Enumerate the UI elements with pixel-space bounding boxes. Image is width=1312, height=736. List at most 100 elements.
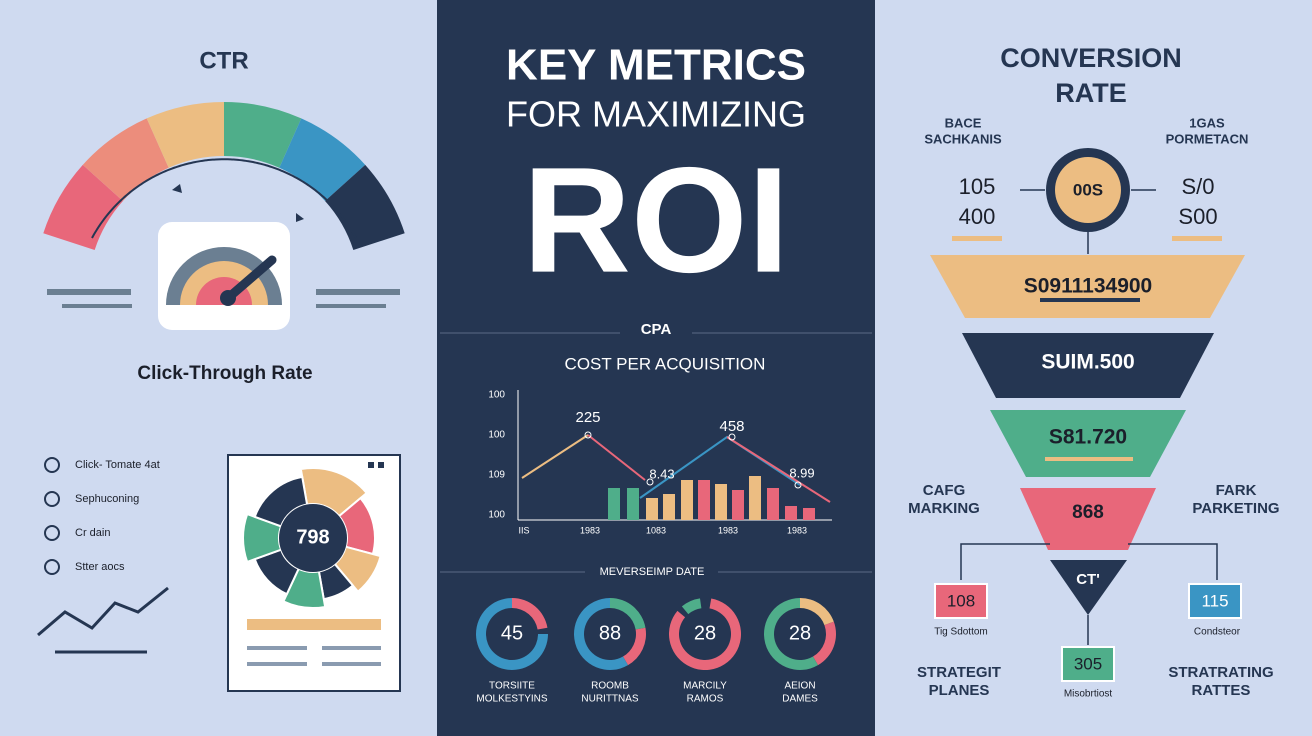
- bar: [322, 646, 381, 650]
- side-label: CAFG: [923, 482, 966, 499]
- gauge-segment: [146, 102, 224, 168]
- bar: [316, 289, 400, 295]
- donut-value: 45: [501, 622, 523, 644]
- bar: [247, 619, 381, 630]
- bottom-label: STRATRATING: [1168, 664, 1273, 681]
- caption: 1GAS: [1189, 115, 1225, 130]
- bar: [322, 662, 381, 666]
- bar: [681, 480, 693, 520]
- bar: [663, 494, 675, 520]
- arrow: [172, 184, 182, 193]
- donut-segment: [512, 598, 548, 630]
- donut-segment: [253, 475, 309, 528]
- list-icon: [44, 457, 60, 473]
- ctr-title: CTR: [199, 47, 248, 74]
- box-caption: Tig Sdottom: [934, 627, 988, 638]
- x-label: 1983: [718, 525, 738, 535]
- donut-label: NURITTNAS: [581, 694, 639, 705]
- bar: [247, 646, 307, 650]
- needle: [223, 255, 277, 303]
- side-label: FARK: [1216, 482, 1257, 499]
- donut-label: AEION: [784, 681, 815, 692]
- box-caption: Misobrtiost: [1064, 689, 1113, 700]
- box: [1061, 646, 1115, 682]
- y-label: 100: [488, 430, 505, 441]
- gauge-segment: [279, 118, 366, 201]
- center-panel: [437, 0, 875, 736]
- bottom-label: PLANES: [929, 682, 990, 699]
- x-label: 1983: [580, 525, 600, 535]
- point-label: 225: [575, 409, 600, 426]
- point-label: 458: [719, 418, 744, 435]
- box: [1188, 583, 1242, 619]
- section-title: MEVERSEIMP DATE: [600, 566, 705, 578]
- caption: BACE: [945, 115, 982, 130]
- gauge-segment: [325, 164, 405, 250]
- box-value: 305: [1074, 654, 1102, 673]
- funnel-text: S0911134900: [1024, 275, 1152, 298]
- title: CONVERSION: [1000, 43, 1182, 73]
- funnel-text: CT': [1076, 571, 1100, 588]
- title: RATE: [1055, 78, 1127, 108]
- chart: 100 100 109 100 IIS 1983 1083 1983 1983 225 458 8.4…: [488, 390, 831, 535]
- funnel-step: [1050, 560, 1127, 615]
- list-item: Cr dain: [75, 527, 110, 539]
- number: S/0: [1181, 174, 1214, 199]
- needle-hub: [220, 290, 236, 306]
- funnel-step: [990, 410, 1186, 477]
- number: S00: [1178, 204, 1217, 229]
- box: [934, 583, 988, 619]
- point: [728, 433, 736, 441]
- headline: FOR MAXIMIZING: [506, 94, 806, 135]
- circle: [1055, 157, 1121, 223]
- list-item: Stter aocs: [75, 561, 125, 573]
- donut-value: 88: [599, 622, 621, 644]
- gauge-segment: [224, 102, 302, 168]
- bar: [627, 488, 639, 520]
- number: 105: [959, 174, 996, 199]
- funnel-underline: [1045, 457, 1133, 461]
- bar: [732, 490, 744, 520]
- donut-segment: [764, 598, 818, 670]
- list-icon: [44, 525, 60, 541]
- funnel-text: S81.720: [1049, 426, 1127, 449]
- point-label: 8.99: [789, 465, 814, 480]
- x-label: 1083: [646, 525, 666, 535]
- gauge-segment: [82, 118, 169, 201]
- headline-roi: ROI: [523, 136, 790, 304]
- list: Click- Tomate 4at Sephuconing Cr dain Stter…: [44, 457, 160, 575]
- number: 400: [959, 204, 996, 229]
- bar: [247, 662, 307, 666]
- bar: [767, 488, 779, 520]
- dot: [368, 462, 374, 468]
- donut-label: DAMES: [782, 694, 818, 705]
- caption: SACHKANIS: [924, 131, 1002, 146]
- donut-value: 798: [296, 526, 329, 548]
- donut-segment: [813, 621, 836, 666]
- box-value: 108: [947, 591, 975, 610]
- arrow: [296, 213, 304, 222]
- point-label: 8.43: [649, 466, 674, 481]
- donut-label: ROOMB: [591, 681, 629, 692]
- circle-text: 00S: [1073, 180, 1103, 199]
- funnel-step: [962, 333, 1214, 398]
- point: [646, 478, 654, 486]
- y-label: 109: [488, 470, 505, 481]
- box-value: 115: [1201, 591, 1228, 610]
- donut-label: MARCILY: [683, 681, 727, 692]
- bar: [749, 476, 761, 520]
- headline: KEY METRICS: [506, 41, 806, 90]
- ctr-subtitle: Click-Through Rate: [137, 363, 312, 384]
- section-subtitle: COST PER ACQUISITION: [565, 354, 766, 373]
- funnel-step: [930, 255, 1245, 318]
- bottom-label: STRATEGIT: [917, 664, 1001, 681]
- underline: [1172, 236, 1222, 241]
- bar: [47, 289, 131, 295]
- trend-line: [37, 586, 169, 637]
- line: [587, 434, 646, 481]
- point: [584, 431, 592, 439]
- bar: [698, 480, 710, 520]
- donut-segment: [610, 598, 646, 630]
- bar: [62, 304, 132, 308]
